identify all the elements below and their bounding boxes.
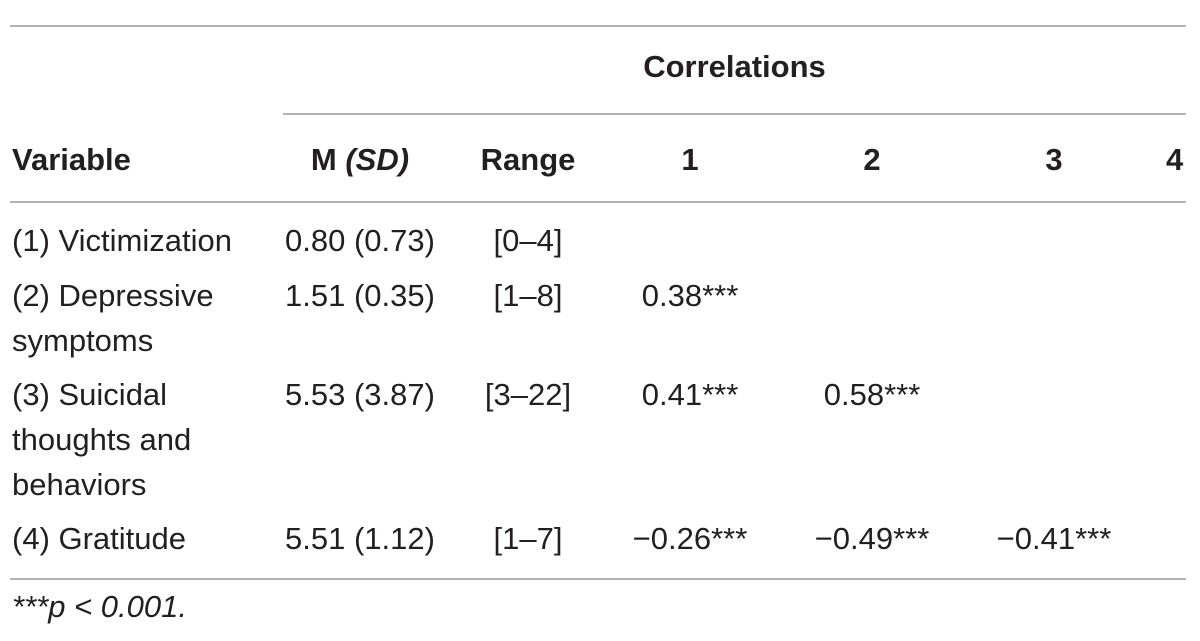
column-header-4: 4 xyxy=(1166,142,1184,177)
table-footnote: ***p < 0.001. xyxy=(12,589,187,624)
column-header-mean-sd: M (SD) xyxy=(272,137,448,182)
row-1-variable: (1) Victimization xyxy=(12,223,232,258)
row-4-range: [1–7] xyxy=(493,521,563,556)
row-4-corr-2: −0.49*** xyxy=(814,521,930,556)
row-4-variable: (4) Gratitude xyxy=(12,521,187,556)
row-2-mean-sd: 1.51 (0.35) xyxy=(285,278,435,313)
column-header-2: 2 xyxy=(863,142,881,177)
mean-label: M xyxy=(310,142,346,177)
row-3-mean-sd: 5.53 (3.87) xyxy=(285,377,435,412)
row-2-corr-1: 0.38*** xyxy=(641,278,739,313)
row-2-range: [1–8] xyxy=(493,278,563,313)
column-header-range: Range xyxy=(480,142,576,177)
correlations-group-header: Correlations xyxy=(643,49,826,84)
sd-label: (SD) xyxy=(345,142,410,177)
column-header-3: 3 xyxy=(1045,142,1063,177)
row-1-range: [0–4] xyxy=(493,223,563,258)
row-2-variable: (2) Depressive symptoms xyxy=(12,278,214,358)
header-rule xyxy=(10,201,1186,203)
column-header-variable: Variable xyxy=(12,142,131,177)
row-3-corr-1: 0.41*** xyxy=(641,377,739,412)
row-3-variable: (3) Suicidal thoughts and behaviors xyxy=(12,377,192,502)
bottom-rule xyxy=(10,578,1186,580)
row-4-corr-1: −0.26*** xyxy=(632,521,748,556)
top-rule xyxy=(10,25,1186,27)
row-3-corr-2: 0.58*** xyxy=(823,377,921,412)
row-3-range: [3–22] xyxy=(484,377,572,412)
group-header-rule xyxy=(283,113,1186,115)
row-4-corr-3: −0.41*** xyxy=(996,521,1112,556)
row-4-mean-sd: 5.51 (1.12) xyxy=(285,521,435,556)
row-1-mean-sd: 0.80 (0.73) xyxy=(285,223,435,258)
column-header-1: 1 xyxy=(681,142,699,177)
